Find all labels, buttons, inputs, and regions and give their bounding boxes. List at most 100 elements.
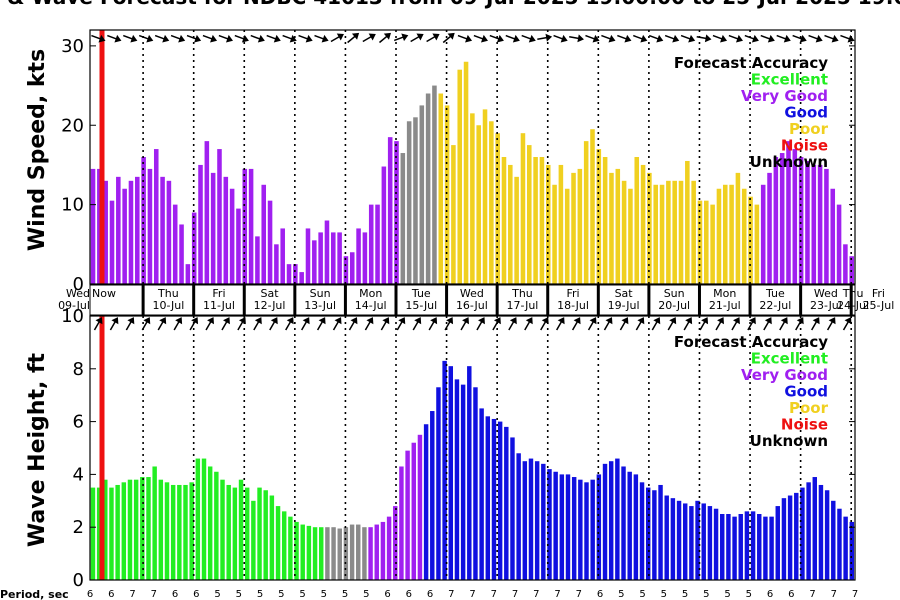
wind-arrow-head-6: [194, 34, 202, 43]
wave-bar-43: [356, 524, 361, 580]
wave-bar-2: [103, 479, 108, 580]
wave-bar-80: [584, 482, 589, 580]
wind-bar-18: [204, 141, 210, 284]
wind-arrow-head-24: [480, 34, 488, 43]
wind-arrow-47: [840, 34, 855, 43]
wind-arrow-5: [170, 34, 186, 43]
day-label-dow-13: Tue: [765, 287, 785, 300]
wind-arrow-head-19: [401, 33, 409, 42]
wind-bar-94: [685, 160, 690, 284]
wave-arrow-1: [109, 317, 119, 331]
wind-arrow-head-34: [640, 34, 648, 43]
wind-arrow-40: [728, 34, 743, 43]
wave-bar-120: [831, 500, 836, 580]
wind-arrow-20: [410, 33, 424, 43]
wave-arrow-25: [492, 317, 501, 331]
wave-ytick-label-2: 4: [73, 464, 84, 485]
wave-arrow-19: [396, 317, 406, 331]
day-label-date-16: 25-Jul: [862, 299, 894, 312]
wind-bar-16: [191, 212, 197, 284]
day-label-dow-0: Wed: [66, 287, 90, 300]
period-value-0: 6: [87, 589, 93, 600]
wind-arrow-29: [553, 34, 568, 43]
wind-bar-49: [400, 153, 406, 284]
wind-bar-114: [811, 164, 817, 284]
wave-bar-29: [269, 495, 275, 580]
wave-arrow-head-33: [621, 317, 629, 325]
wave-arrow-head-16: [350, 317, 358, 325]
wind-bar-21: [223, 176, 229, 284]
day-label-dow-10: Sat: [615, 287, 634, 300]
wave-arrow-head-39: [717, 317, 724, 325]
wave-bar-15: [183, 484, 188, 580]
day-label-date-9: 18-Jul: [557, 299, 589, 312]
wave-bar-79: [578, 479, 583, 580]
wave-arrow-30: [571, 317, 581, 331]
wave-arrow-head-5: [175, 317, 183, 325]
wind-bar-85: [628, 188, 633, 284]
wind-arrow-2: [123, 34, 138, 43]
wind-bar-36: [318, 232, 323, 284]
wind-bar-67: [514, 176, 519, 284]
wind-arrow-head-22: [447, 32, 455, 40]
wind-arrow-7: [202, 34, 218, 43]
wave-bar-97: [689, 506, 694, 580]
wave-arrow-head-23: [462, 317, 469, 325]
wave-legend-entry-1: Very Good: [741, 366, 828, 384]
wave-arrow-head-26: [509, 317, 517, 325]
period-row: 6 6 7 7 6 6 5 5 5 5 5 5 5 5 6 6 6 7 7 7 7 7 7 7 6 5 5 5 5 5 5 5 6 6 7 7 7: [87, 589, 858, 600]
wave-legend-entry-5: Unknown: [750, 432, 828, 450]
wave-bar-13: [170, 484, 176, 580]
wave-arrow-46: [826, 317, 836, 331]
wave-bar-3: [109, 487, 114, 580]
wind-bar-93: [678, 180, 684, 284]
wind-arrow-16: [347, 32, 360, 44]
wave-bar-30: [275, 506, 281, 580]
wave-bar-51: [405, 450, 410, 580]
wave-bar-35: [306, 525, 312, 580]
wind-bar-14: [179, 224, 184, 284]
wind-bar-57: [451, 145, 456, 284]
period-value-13: 5: [363, 589, 369, 600]
wave-bar-4: [115, 484, 120, 580]
wind-bar-96: [697, 200, 703, 284]
wind-bar-113: [805, 160, 810, 284]
wind-bar-39: [337, 232, 342, 284]
wind-arrow-42: [760, 34, 775, 43]
wave-bar-101: [713, 508, 719, 580]
wave-arrow-2: [125, 317, 135, 331]
wave-bar-95: [676, 500, 682, 580]
wind-arrow-head-40: [735, 34, 743, 43]
wind-bar-3: [109, 200, 115, 284]
wind-bar-48: [394, 141, 399, 284]
wave-arrow-head-44: [796, 317, 804, 325]
wave-bar-17: [195, 458, 201, 580]
wind-arrow-head-2: [130, 34, 138, 43]
wave-arrow-16: [348, 317, 358, 331]
wave-bar-7: [133, 479, 139, 580]
wind-bar-54: [432, 85, 437, 284]
wind-legend-entry-3: Poor: [789, 120, 829, 138]
wave-bar-50: [399, 466, 404, 580]
day-label-dow-5: Mon: [359, 287, 382, 300]
wind-legend-entry-0: Excellent: [751, 71, 828, 89]
wind-bar-53: [425, 93, 431, 284]
wave-bar-59: [454, 379, 460, 580]
wave-bar-81: [590, 479, 595, 580]
wave-ytick-label-3: 6: [73, 412, 84, 433]
wave-arrow-36: [667, 317, 677, 331]
wind-arrow-14: [314, 34, 329, 43]
wave-bar-84: [608, 461, 614, 580]
wave-bar-10: [152, 466, 157, 580]
wave-bar-14: [177, 484, 182, 580]
wave-arrow-head-38: [701, 317, 709, 325]
wind-bar-62: [482, 109, 488, 284]
wind-bar-30: [280, 228, 285, 284]
wave-bar-86: [621, 466, 626, 580]
wave-bar-94: [670, 498, 676, 580]
wave-bar-36: [312, 527, 318, 580]
period-value-2: 7: [129, 589, 135, 600]
day-label-date-7: 16-Jul: [456, 299, 488, 312]
wave-arrow-head-14: [318, 317, 326, 325]
wave-bar-72: [534, 461, 540, 580]
